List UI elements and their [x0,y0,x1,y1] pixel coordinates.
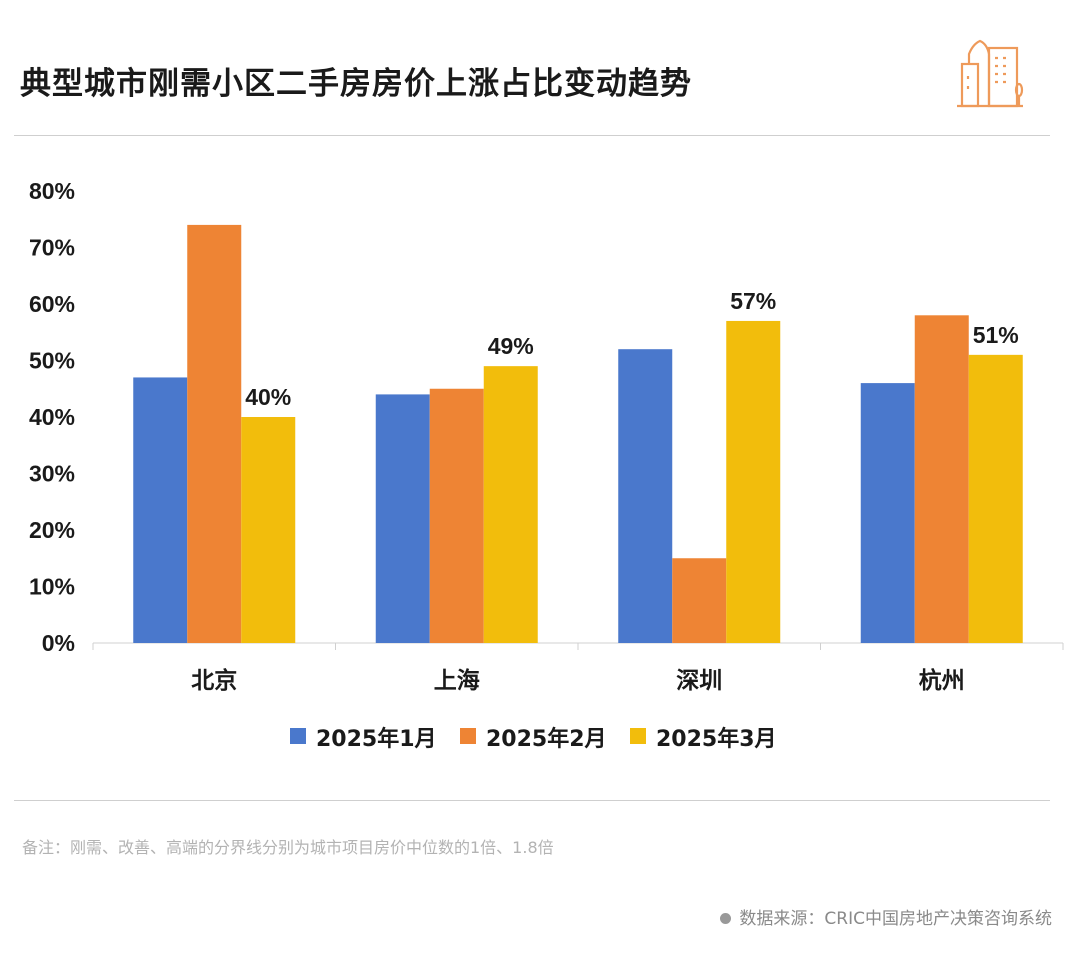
bar-chart: 0% 10% 20% 30% 40% 50% 60% 70% 80% 北京 40% 上海 49% 深圳 57… [29,178,1064,752]
y-tick-label: 20% [29,517,75,543]
legend-swatch [630,728,646,744]
data-label: 49% [488,333,534,359]
bar-2025年1月-深圳 [618,349,673,643]
city-buildings-icon [957,39,1024,108]
bar-2025年3月-上海 [483,366,538,643]
legend-swatch [460,728,476,744]
legend-swatch [290,728,306,744]
data-label: 57% [730,288,776,314]
bar-2025年1月-北京 [133,377,188,643]
y-tick-label: 10% [29,574,75,600]
divider [14,800,1050,801]
data-label: 51% [973,322,1019,348]
data-label: 40% [245,384,291,410]
page-title: 典型城市刚需小区二手房房价上涨占比变动趋势 [20,66,692,102]
y-tick-label: 0% [42,630,75,656]
bar-2025年1月-杭州 [860,383,915,643]
bar-2025年3月-杭州 [968,354,1023,643]
bar-2025年3月-北京 [241,417,296,643]
y-tick-label: 30% [29,461,75,487]
x-tick-label: 北京 [191,667,237,694]
y-tick-label: 80% [29,178,75,204]
divider [14,135,1050,136]
bar-2025年2月-北京 [187,224,242,643]
y-tick-label: 40% [29,404,75,430]
y-tick-label: 60% [29,291,75,317]
x-tick-label: 杭州 [919,667,965,694]
y-tick-label: 50% [29,348,75,374]
legend-label: 2025年2月 [486,726,607,752]
bullet-icon [720,913,732,924]
data-source-text: 数据来源：CRIC中国房地产决策咨询系统 [739,909,1052,929]
legend-label: 2025年1月 [316,726,437,752]
bar-2025年2月-杭州 [914,315,969,643]
data-source: 数据来源：CRIC中国房地产决策咨询系统 [720,904,1052,929]
legend-label: 2025年3月 [656,726,777,752]
bar-2025年2月-深圳 [672,558,727,643]
bar-2025年2月-上海 [429,388,484,643]
bar-2025年1月-上海 [375,394,430,643]
x-tick-label: 上海 [434,667,480,694]
footnote: 备注：刚需、改善、高端的分界线分别为城市项目房价中位数的1倍、1.8倍 [22,838,554,857]
bar-2025年3月-深圳 [726,320,781,643]
y-tick-label: 70% [29,235,75,261]
x-tick-label: 深圳 [676,668,722,694]
